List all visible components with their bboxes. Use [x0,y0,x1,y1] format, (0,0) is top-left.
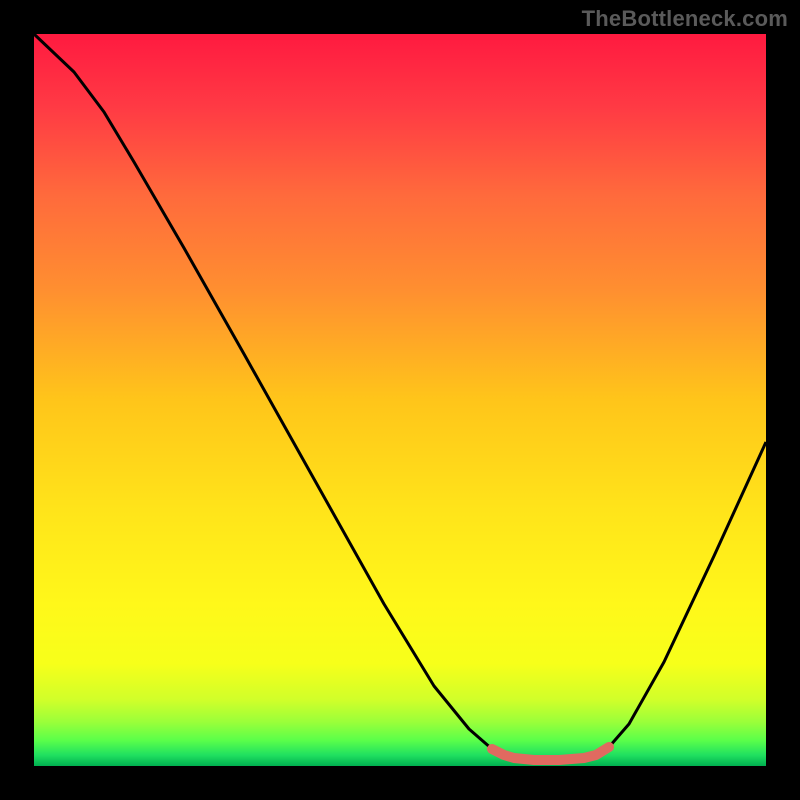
watermark-text: TheBottleneck.com [582,6,788,32]
highlight-segment [492,747,609,760]
plot-area [34,34,766,766]
bottleneck-curve [34,34,766,760]
curve-svg [34,34,766,766]
